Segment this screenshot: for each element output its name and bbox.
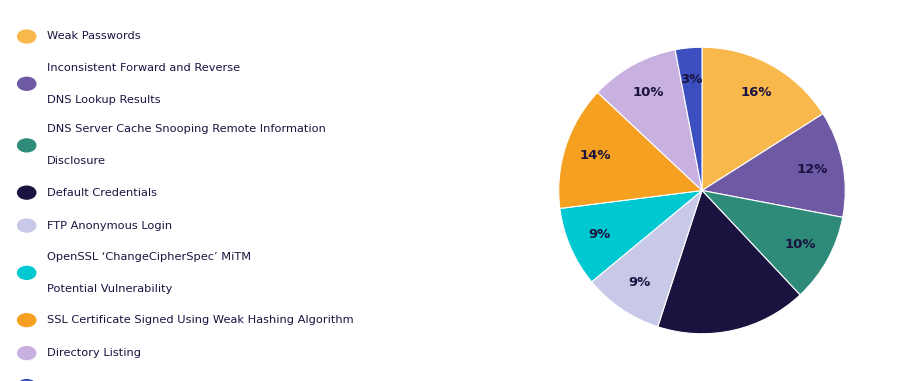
Text: Default Credentials: Default Credentials — [47, 188, 157, 198]
Text: Potential Vulnerability: Potential Vulnerability — [47, 284, 172, 294]
Wedge shape — [702, 190, 842, 295]
Wedge shape — [592, 190, 702, 327]
Wedge shape — [702, 114, 845, 217]
Text: FTP Anonymous Login: FTP Anonymous Login — [47, 221, 172, 231]
Text: 10%: 10% — [784, 238, 815, 251]
Text: DNS Lookup Results: DNS Lookup Results — [47, 95, 161, 105]
Text: 3%: 3% — [681, 73, 702, 86]
Text: 17%: 17% — [710, 293, 742, 306]
Circle shape — [18, 266, 36, 279]
Text: OpenSSL ‘ChangeCipherSpec’ MiTM: OpenSSL ‘ChangeCipherSpec’ MiTM — [47, 252, 251, 262]
Circle shape — [18, 379, 36, 381]
Text: Inconsistent Forward and Reverse: Inconsistent Forward and Reverse — [47, 63, 240, 73]
Text: 12%: 12% — [797, 163, 827, 176]
Text: 14%: 14% — [580, 149, 612, 162]
Circle shape — [18, 77, 36, 90]
Wedge shape — [675, 47, 702, 190]
Wedge shape — [559, 190, 702, 282]
Circle shape — [18, 347, 36, 360]
Text: Directory Listing: Directory Listing — [47, 348, 141, 358]
Text: SSL Certificate Signed Using Weak Hashing Algorithm: SSL Certificate Signed Using Weak Hashin… — [47, 315, 354, 325]
Text: Weak Passwords: Weak Passwords — [47, 32, 141, 42]
Circle shape — [18, 186, 36, 199]
Wedge shape — [559, 93, 702, 208]
Text: 9%: 9% — [588, 228, 611, 242]
Text: DNS Server Cache Snooping Remote Information: DNS Server Cache Snooping Remote Informa… — [47, 124, 326, 134]
Text: Disclosure: Disclosure — [47, 157, 106, 166]
Circle shape — [18, 139, 36, 152]
Wedge shape — [597, 50, 702, 190]
Wedge shape — [657, 190, 800, 334]
Circle shape — [18, 30, 36, 43]
Text: 9%: 9% — [628, 277, 650, 290]
Wedge shape — [702, 47, 823, 190]
Text: 16%: 16% — [740, 86, 771, 99]
Text: 10%: 10% — [632, 86, 664, 99]
Circle shape — [18, 314, 36, 327]
Circle shape — [18, 219, 36, 232]
